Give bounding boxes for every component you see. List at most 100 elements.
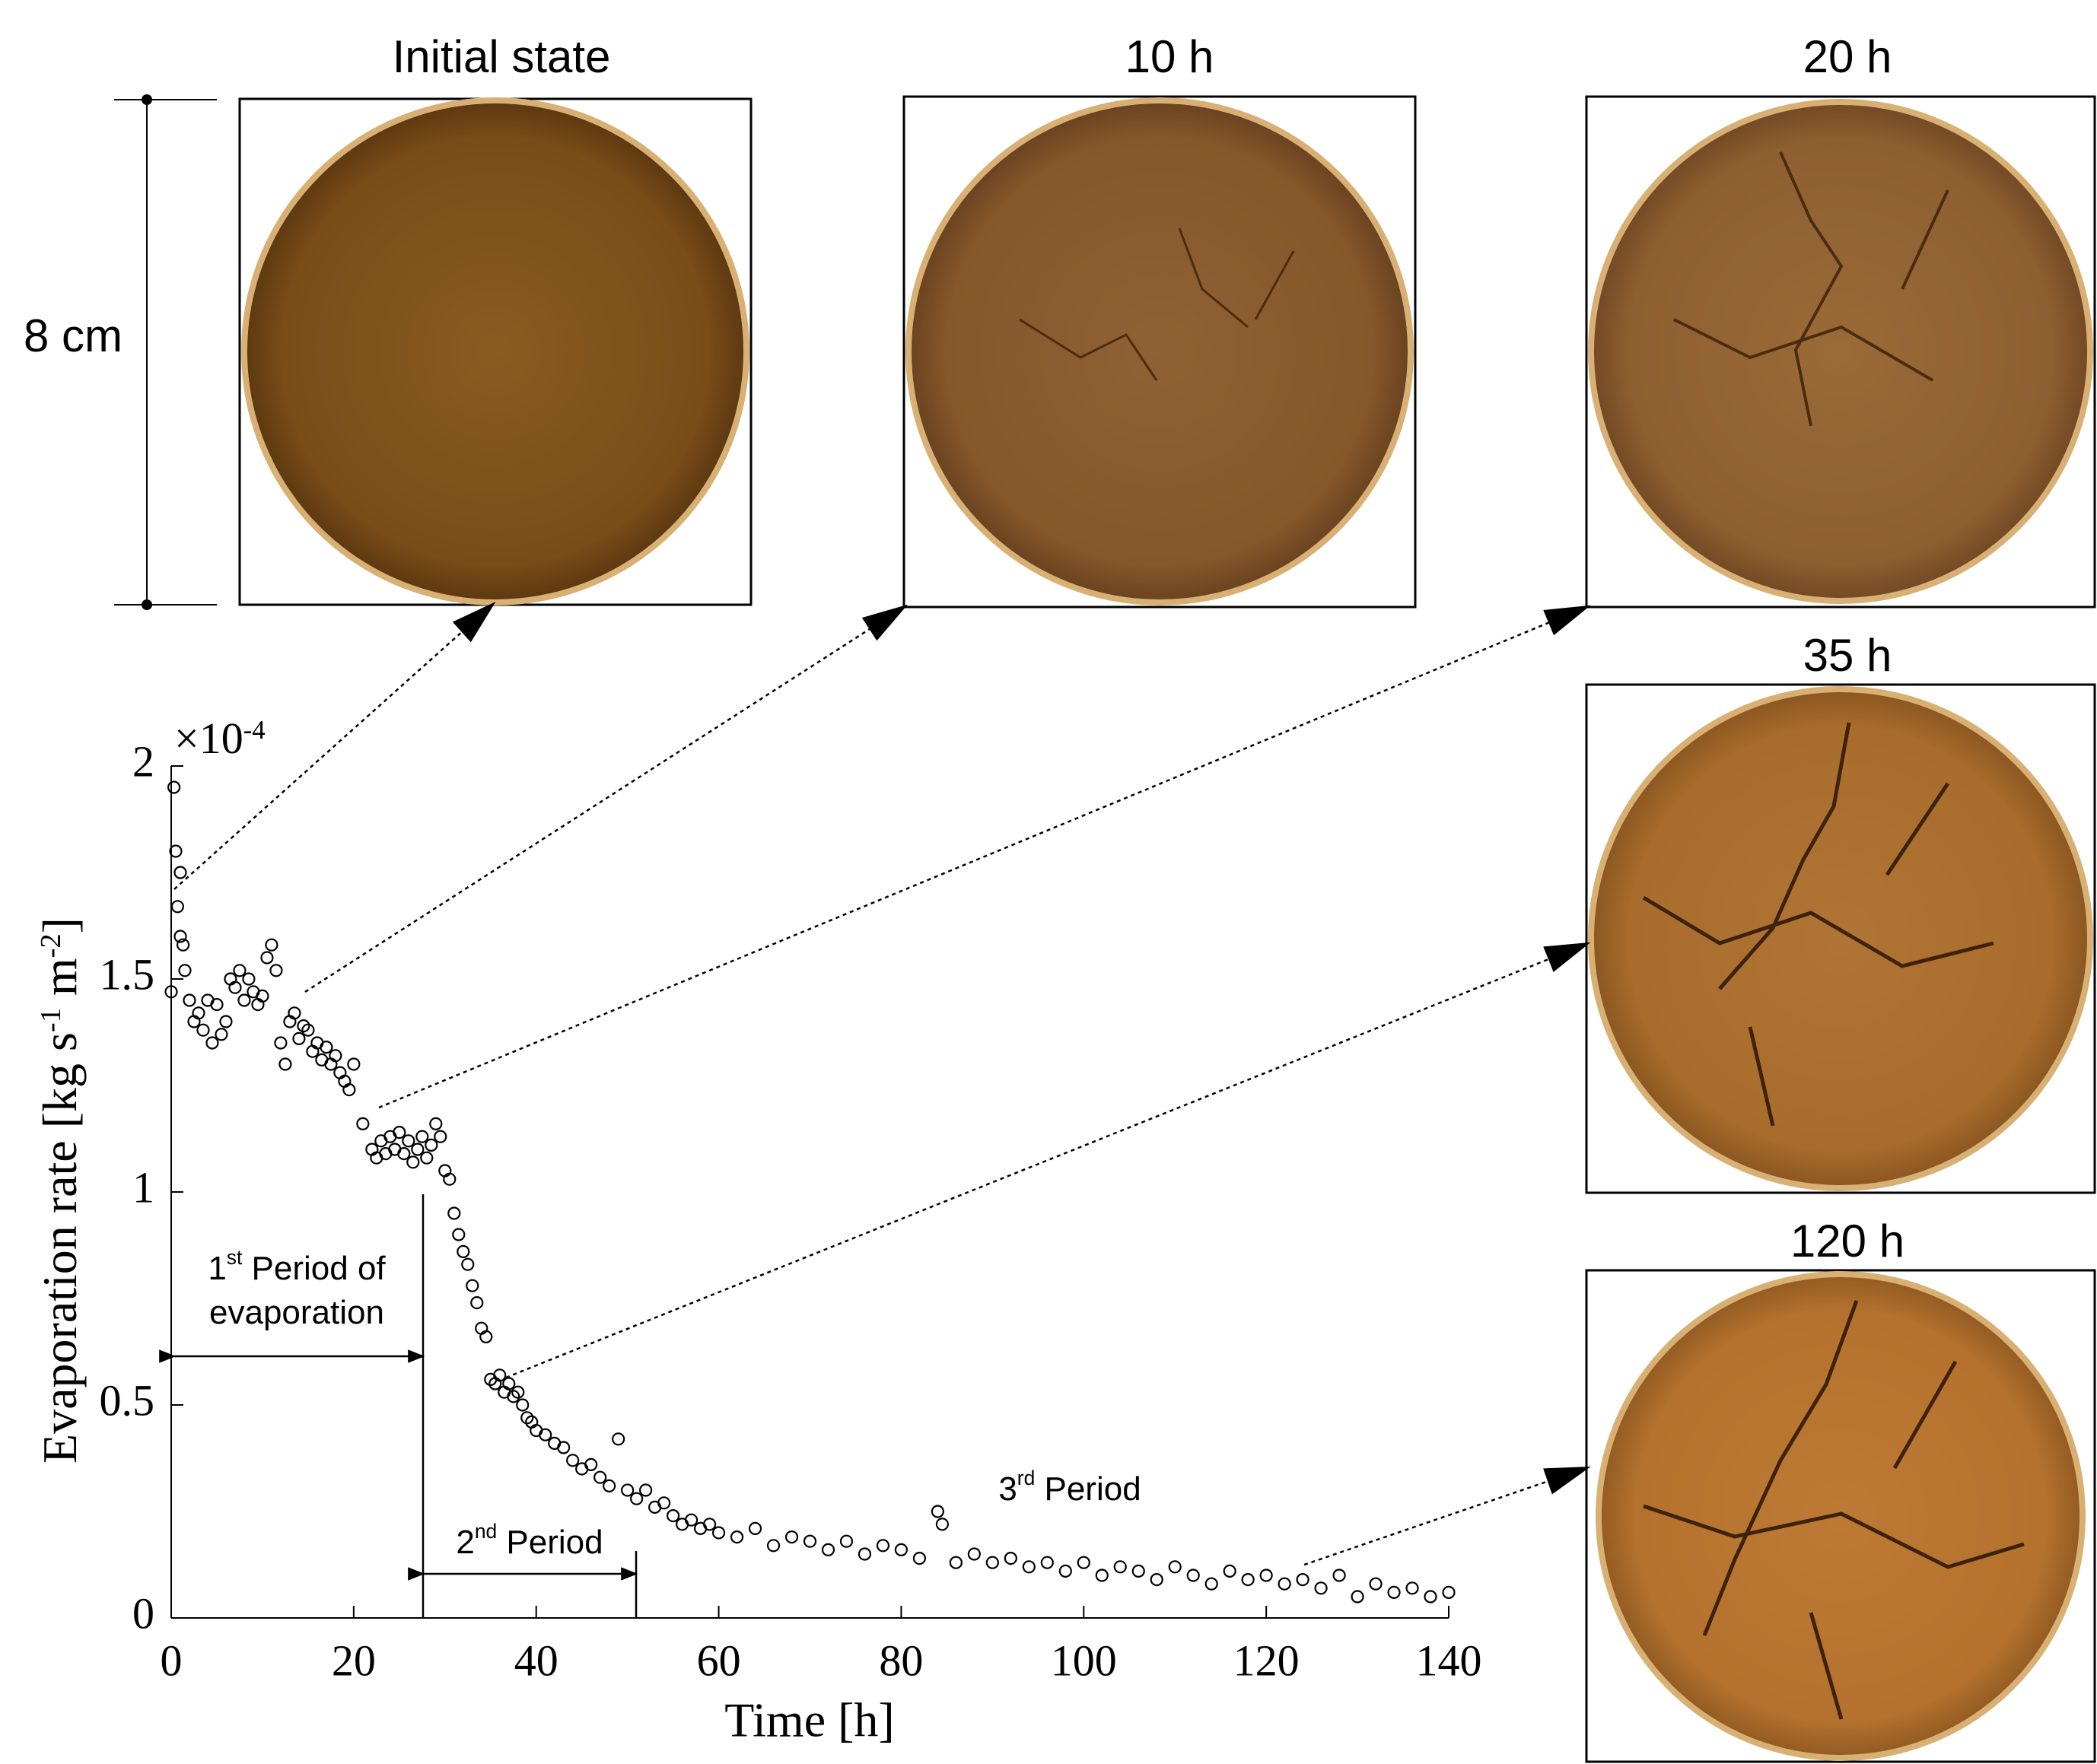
data-point [621, 1483, 635, 1497]
x-tick-label: 100 [1051, 1635, 1117, 1685]
data-point [274, 1036, 288, 1050]
y-axis-label: Evaporation rate [kg s-1 m-2] [33, 917, 87, 1464]
data-point [502, 1377, 516, 1391]
data-point [1150, 1573, 1163, 1587]
y-tick-label: 2 [132, 736, 154, 786]
text-part: ] [33, 917, 87, 933]
data-point [1405, 1581, 1419, 1595]
data-point [301, 1023, 315, 1037]
data-point [667, 1508, 680, 1523]
annotation: evaporation [209, 1294, 384, 1331]
data-point [1095, 1569, 1109, 1582]
text-part: Evaporation rate [kg s [33, 1032, 87, 1464]
soil-photo [1588, 686, 2093, 1191]
y-tick-label: 1 [132, 1162, 154, 1212]
crack [1642, 722, 1994, 1127]
data-point [931, 1505, 945, 1518]
soil-photo [241, 97, 749, 605]
text-part: ×10 [174, 714, 243, 763]
data-point [269, 964, 283, 977]
panel-title: 20 h [1803, 31, 1892, 82]
data-point [657, 1496, 671, 1510]
data-point [493, 1368, 507, 1382]
superscript: rd [1017, 1467, 1035, 1489]
data-point [415, 1130, 429, 1143]
data-point [420, 1151, 434, 1165]
data-point [967, 1547, 981, 1561]
data-point [233, 964, 247, 977]
annotation: 1st Period of [208, 1246, 386, 1287]
data-point [1040, 1556, 1054, 1569]
data-point [516, 1398, 530, 1412]
data-point [278, 1057, 292, 1071]
text-part: Period [497, 1524, 603, 1561]
x-tick-label: 120 [1233, 1635, 1300, 1685]
data-point [183, 993, 196, 1007]
crack [1019, 227, 1295, 381]
x-tick-label: 80 [879, 1635, 923, 1685]
data-point [356, 1117, 370, 1131]
data-point [479, 1330, 493, 1344]
data-point [730, 1530, 744, 1544]
data-point [167, 780, 181, 794]
data-point [228, 981, 242, 994]
data-point [170, 900, 184, 914]
y-multiplier: ×10-4 [174, 714, 266, 763]
data-point [1296, 1573, 1309, 1587]
data-point [173, 930, 187, 943]
data-point [260, 951, 274, 965]
x-tick-label: 140 [1416, 1635, 1482, 1685]
data-point [242, 972, 256, 986]
panel-title: 120 h [1790, 1216, 1904, 1267]
data-point [630, 1492, 644, 1505]
data-point [329, 1049, 342, 1063]
panel-title: Initial state [393, 31, 611, 82]
crack [1673, 151, 1949, 427]
data-point [894, 1543, 908, 1557]
data-point [1278, 1577, 1291, 1591]
y-tick-label: 0.5 [100, 1375, 155, 1425]
text-part: 3 [998, 1470, 1017, 1508]
data-point [639, 1483, 653, 1497]
data-point [603, 1479, 616, 1493]
data-point [858, 1547, 872, 1561]
data-point [215, 1028, 228, 1041]
data-point [935, 1518, 949, 1531]
data-point [297, 1019, 310, 1033]
data-point [1259, 1569, 1273, 1582]
data-point [520, 1411, 534, 1425]
data-point [164, 985, 178, 999]
data-point [1131, 1564, 1145, 1578]
panel-title: 10 h [1125, 31, 1214, 82]
data-point [1241, 1573, 1255, 1587]
data-point [1058, 1564, 1072, 1578]
data-point [219, 1015, 233, 1028]
data-point [425, 1138, 438, 1152]
data-point [1186, 1569, 1200, 1582]
x-tick-label: 60 [697, 1635, 741, 1685]
photo-panels [238, 95, 2096, 1763]
data-point [912, 1552, 927, 1565]
x-tick-label: 40 [514, 1635, 558, 1685]
data-point [985, 1556, 999, 1569]
data-point [684, 1513, 698, 1527]
data-point [402, 1134, 415, 1148]
text-part: Period [1035, 1470, 1141, 1508]
data-point [265, 938, 278, 952]
data-point [205, 1036, 219, 1050]
superscript: -4 [243, 715, 266, 745]
data-point [411, 1143, 425, 1156]
scale-label: 8 cm [24, 310, 123, 361]
y-tick-label: 0 [132, 1588, 154, 1638]
data-point [1004, 1552, 1017, 1565]
data-point [429, 1117, 443, 1131]
annotation: 3rd Period [998, 1467, 1141, 1508]
text-part: m [33, 958, 87, 1008]
crack [1643, 1300, 2025, 1720]
text-part: evaporation [209, 1294, 384, 1331]
text-part: 2 [456, 1524, 474, 1561]
data-point [196, 1023, 210, 1037]
data-point [256, 989, 269, 1003]
text-part: 1 [208, 1250, 226, 1287]
